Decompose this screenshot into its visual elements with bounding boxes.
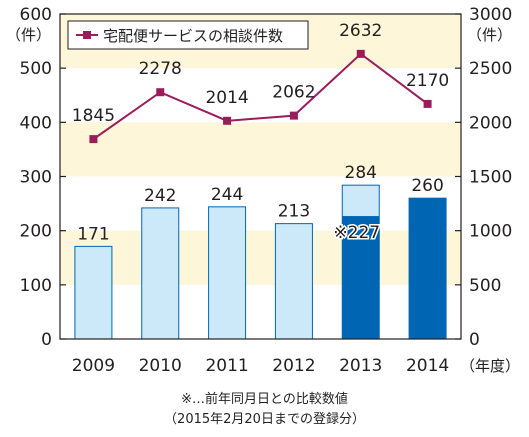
line-marker bbox=[289, 111, 298, 120]
line-marker bbox=[223, 116, 232, 125]
left-axis-unit: （件） bbox=[6, 26, 51, 44]
bar-value-label: 213 bbox=[278, 202, 310, 222]
bar bbox=[208, 206, 247, 340]
footnote-line-2: （2015年2月20日までの登録分） bbox=[164, 412, 365, 427]
bar-value-label: 260 bbox=[411, 176, 443, 196]
bar bbox=[74, 245, 113, 340]
line-marker bbox=[356, 49, 365, 58]
bar bbox=[141, 207, 180, 340]
x-tick-label: 2011 bbox=[205, 356, 248, 376]
line-value-label: 1845 bbox=[72, 106, 115, 126]
bar-value-label: 242 bbox=[144, 186, 176, 206]
legend: 宅配便サービスの相談件数 bbox=[67, 20, 309, 50]
right-tick-label: 1000 bbox=[469, 222, 512, 242]
right-tick-label: 1500 bbox=[469, 168, 512, 188]
left-tick-label: 300 bbox=[20, 168, 52, 188]
background-band bbox=[60, 230, 461, 285]
x-tick-label: 2014 bbox=[406, 356, 449, 376]
data-labels: 171 242 244 213 ※227 284 260 1845 2278 2014 2062 26… bbox=[72, 21, 449, 245]
left-tick-label: 100 bbox=[20, 276, 52, 296]
line-path bbox=[92, 52, 429, 140]
x-tick-label: 2009 bbox=[72, 356, 115, 376]
right-tick-label: 3000 bbox=[469, 5, 512, 25]
line-marker bbox=[156, 88, 165, 97]
background-band bbox=[60, 122, 461, 177]
axes: 0 100 200 300 400 500 600 0 500 1000 1500 2000 2500 3… bbox=[6, 5, 520, 376]
left-tick-label: 400 bbox=[20, 113, 52, 133]
left-tick-label: 500 bbox=[20, 59, 52, 79]
bar bbox=[274, 223, 313, 340]
line-value-label: 2170 bbox=[406, 71, 449, 91]
footnote-line-1: ※…前年同月日との比較数値 bbox=[181, 392, 348, 407]
bar bbox=[408, 197, 447, 340]
legend-label: 宅配便サービスの相談件数 bbox=[103, 27, 283, 45]
legend-marker-swatch bbox=[83, 31, 91, 39]
background-bands bbox=[60, 14, 461, 285]
line-marker bbox=[423, 99, 432, 108]
right-axis-unit: （件） bbox=[467, 26, 512, 44]
right-tick-label: 500 bbox=[469, 276, 501, 296]
right-tick-label: 0 bbox=[469, 330, 480, 350]
x-axis-unit: （年度） bbox=[460, 357, 520, 375]
x-tick-label: 2013 bbox=[339, 356, 382, 376]
line-value-label: 2062 bbox=[272, 83, 315, 103]
x-tick-label: 2010 bbox=[139, 356, 182, 376]
x-tick-label: 2012 bbox=[272, 356, 315, 376]
bar-partial bbox=[342, 216, 380, 339]
line-value-label: 2278 bbox=[139, 59, 182, 79]
left-tick-label: 600 bbox=[20, 5, 52, 25]
bar-series bbox=[74, 184, 447, 340]
line-marker bbox=[89, 135, 98, 144]
right-tick-label: 2000 bbox=[469, 113, 512, 133]
bar-partial-label: ※227 bbox=[333, 223, 380, 243]
line-value-label: 2014 bbox=[205, 88, 248, 108]
bar-value-label: 171 bbox=[77, 224, 109, 244]
line-series bbox=[89, 49, 432, 144]
left-tick-label: 0 bbox=[41, 330, 52, 350]
bar-value-label: 284 bbox=[345, 163, 377, 183]
line-value-label: 2632 bbox=[339, 21, 382, 41]
legend-box bbox=[67, 20, 309, 50]
bar-value-label: 244 bbox=[211, 185, 243, 205]
right-tick-label: 2500 bbox=[469, 59, 512, 79]
left-tick-label: 200 bbox=[20, 222, 52, 242]
